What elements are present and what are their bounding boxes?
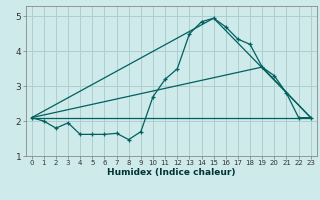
X-axis label: Humidex (Indice chaleur): Humidex (Indice chaleur)	[107, 168, 236, 177]
